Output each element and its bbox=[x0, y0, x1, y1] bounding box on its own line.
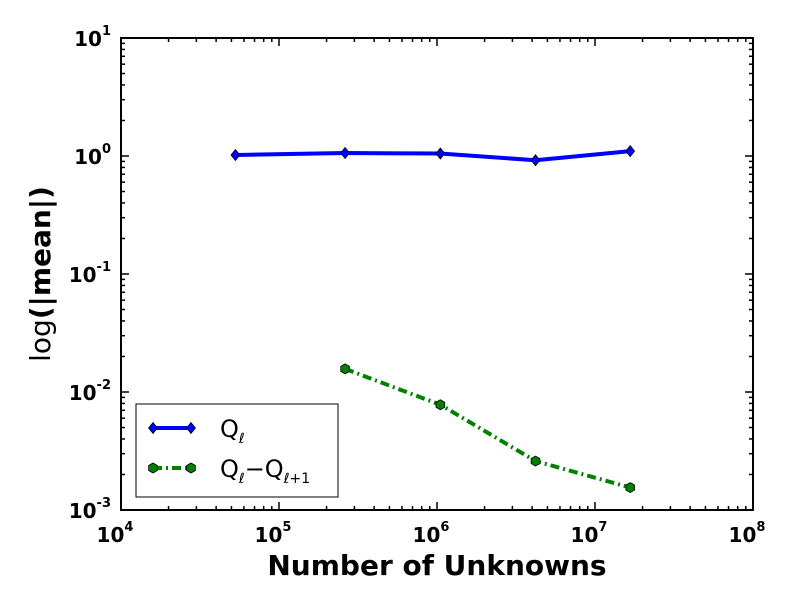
series-2-point bbox=[340, 363, 350, 375]
legend-label-series-2-sub2: ℓ+1 bbox=[283, 471, 310, 487]
x-tick-label-1: 105 bbox=[255, 520, 292, 547]
legend-sample-marker-1 bbox=[186, 421, 196, 435]
x-tick-label-4: 108 bbox=[729, 520, 766, 547]
series-2-point bbox=[625, 482, 635, 494]
x-tick-label-2: 106 bbox=[413, 520, 450, 547]
legend-label-series-1-sub: ℓ bbox=[238, 431, 245, 447]
legend-sample-marker-2 bbox=[186, 462, 196, 474]
series-1-line bbox=[235, 149, 631, 163]
series-1-point bbox=[340, 146, 351, 160]
y-axis-title-main: (|mean|) bbox=[24, 186, 57, 319]
x-tick-label-base: 10 bbox=[729, 523, 757, 547]
x-tick-label-exp: 8 bbox=[756, 520, 765, 535]
series-1-point bbox=[230, 148, 241, 162]
x-tick-label-base: 10 bbox=[413, 523, 441, 547]
x-tick-label-exp: 5 bbox=[282, 520, 291, 535]
y-tick-label-base: 10 bbox=[69, 499, 97, 523]
series-1-point bbox=[435, 147, 446, 160]
x-tick-label-exp: 6 bbox=[440, 520, 449, 535]
legend-label-series-1: Qℓ bbox=[220, 415, 245, 447]
y-tick-label-exp: -2 bbox=[97, 378, 111, 393]
x-tick-label-3: 107 bbox=[571, 520, 608, 547]
y-tick-label-base: 10 bbox=[69, 263, 97, 287]
x-tick-label-0: 104 bbox=[97, 520, 134, 547]
series-1-point bbox=[530, 154, 541, 167]
x-tick-label-base: 10 bbox=[255, 523, 283, 547]
y-axis-title: log(|mean|) bbox=[24, 186, 57, 362]
y-tick-label-base: 10 bbox=[69, 381, 97, 405]
series-2-point bbox=[530, 455, 541, 467]
x-tick-label-base: 10 bbox=[571, 523, 599, 547]
series-layer bbox=[230, 144, 636, 494]
legend-label-series-2: Qℓ−Qℓ+1 bbox=[220, 455, 310, 487]
y-tick-label-base: 10 bbox=[74, 145, 102, 169]
series-2 bbox=[340, 363, 635, 494]
y-tick-label-exp: -1 bbox=[97, 260, 111, 275]
legend: Qℓ Qℓ−Qℓ+1 bbox=[135, 403, 339, 498]
y-axis-title-prefix: log bbox=[24, 319, 57, 362]
y-tick-label-base: 10 bbox=[74, 27, 102, 51]
legend-frame bbox=[135, 403, 339, 498]
y-tick-label-exp: 1 bbox=[102, 24, 111, 39]
x-tick-label-exp: 4 bbox=[124, 520, 133, 535]
x-axis-title: Number of Unknowns bbox=[267, 549, 606, 582]
legend-label-series-2-mid: −Q bbox=[245, 455, 284, 483]
x-tick-label-exp: 7 bbox=[598, 520, 607, 535]
series-1-point bbox=[625, 144, 636, 158]
y-tick-label-3: 100 bbox=[74, 142, 111, 169]
legend-label-series-2-main: Q bbox=[220, 455, 239, 483]
plot-frame bbox=[120, 37, 754, 511]
legend-label-series-2-sub: ℓ bbox=[238, 471, 245, 487]
legend-sample-marker-2 bbox=[148, 462, 158, 474]
series-2-line bbox=[344, 367, 631, 490]
legend-entries bbox=[148, 421, 196, 474]
y-tick-label-0: 10-3 bbox=[69, 496, 111, 523]
series-2-point bbox=[435, 399, 446, 411]
y-tick-label-exp: -3 bbox=[97, 496, 111, 511]
series-1 bbox=[230, 144, 636, 167]
legend-label-series-1-main: Q bbox=[220, 415, 239, 443]
x-tick-label-base: 10 bbox=[97, 523, 125, 547]
y-tick-label-2: 10-1 bbox=[69, 260, 111, 287]
y-tick-label-4: 101 bbox=[74, 24, 111, 51]
legend-sample-marker-1 bbox=[148, 421, 158, 435]
y-tick-label-exp: 0 bbox=[102, 142, 111, 157]
y-tick-label-1: 10-2 bbox=[69, 378, 111, 405]
